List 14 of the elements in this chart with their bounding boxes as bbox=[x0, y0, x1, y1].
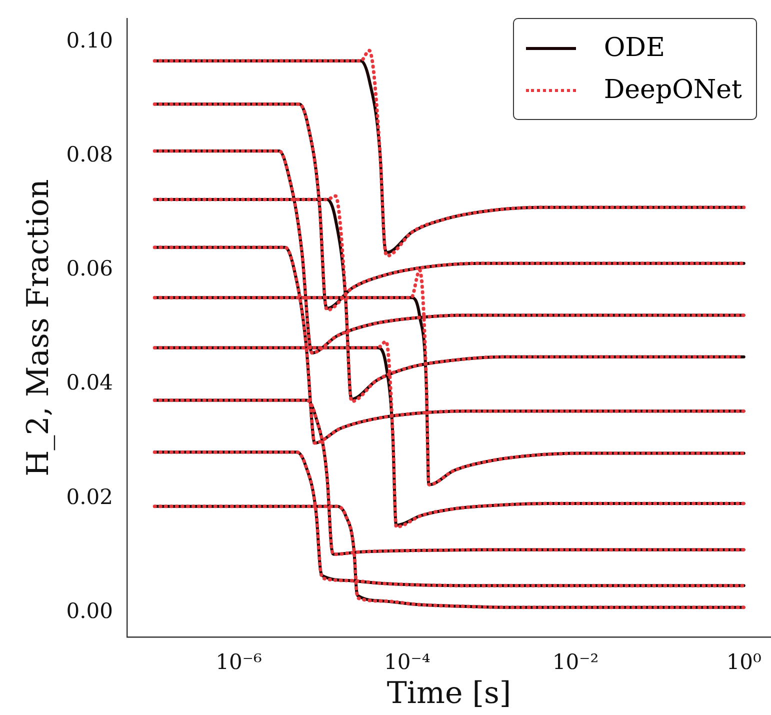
x-axis-title: Time [s] bbox=[386, 676, 512, 711]
y-tick-label: 0.04 bbox=[66, 370, 113, 395]
x-tick-label: 10⁰ bbox=[726, 650, 762, 674]
legend-label: ODE bbox=[604, 33, 665, 63]
x-tick-label: 10⁻² bbox=[552, 650, 599, 674]
y-tick-label: 0.02 bbox=[66, 484, 113, 509]
y-tick-label: 0.00 bbox=[66, 598, 113, 623]
y-tick-label: 0.06 bbox=[66, 256, 113, 281]
y-tick-label: 0.08 bbox=[66, 142, 113, 167]
y-tick-label: 0.10 bbox=[66, 28, 113, 52]
x-tick-label: 10⁻⁶ bbox=[216, 650, 262, 674]
y-axis-title: H_2, Mass Fraction bbox=[20, 179, 56, 476]
x-tick-label: 10⁻⁴ bbox=[384, 650, 430, 674]
legend-label: DeepONet bbox=[604, 75, 742, 105]
